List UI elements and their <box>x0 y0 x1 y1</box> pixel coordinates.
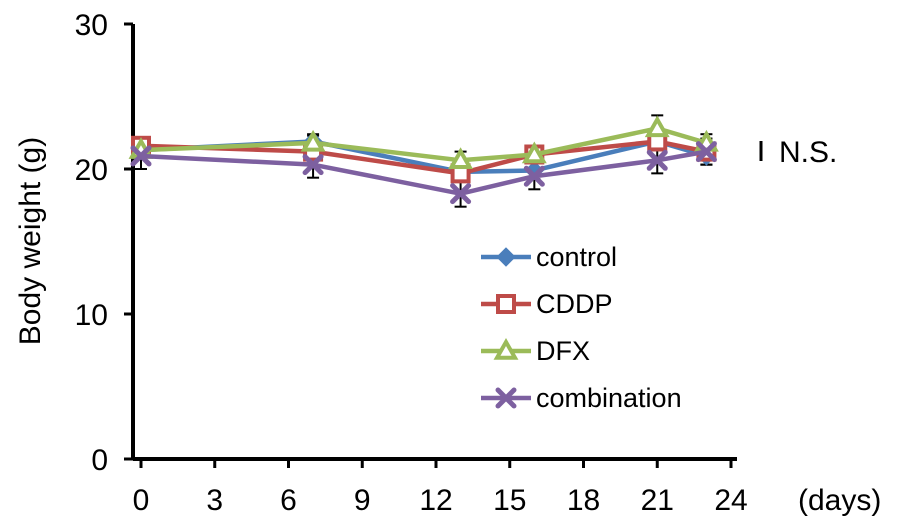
x-marker-stroke <box>523 165 545 187</box>
legend-label: DFX <box>536 336 590 366</box>
ns-annotation: N.S. <box>759 136 837 169</box>
x-ticks: 0 3 6 9 12 15 18 21 24 <box>133 459 748 517</box>
y-tick-label: 0 <box>91 444 108 477</box>
x-tick-label: 24 <box>714 484 747 517</box>
data-point <box>695 141 717 163</box>
series-combination <box>130 141 717 205</box>
legend-marker <box>496 247 516 267</box>
data-point <box>644 115 670 138</box>
x-tick-label: 18 <box>567 484 600 517</box>
series-dfx <box>128 115 719 170</box>
x-tick-label: 9 <box>354 484 371 517</box>
y-axis-label: Body weight (g) <box>14 137 47 345</box>
legend-marker <box>495 387 517 409</box>
x-tick-label: 15 <box>493 484 526 517</box>
y-tick-label: 10 <box>75 299 108 332</box>
data-point <box>523 165 545 187</box>
y-ticks: 0 10 20 30 <box>75 9 133 477</box>
legend: control CDDP DFX combination <box>481 242 682 413</box>
series-layer <box>128 115 719 205</box>
x-axis-label: (days) <box>798 484 881 517</box>
data-point <box>450 183 472 205</box>
x-marker-stroke <box>302 154 324 176</box>
data-point <box>521 141 547 164</box>
legend-item: combination <box>481 383 682 413</box>
data-point <box>130 145 152 167</box>
data-point <box>448 147 474 170</box>
legend-item: DFX <box>481 336 590 366</box>
legend-item: CDDP <box>481 289 613 319</box>
x-marker-stroke <box>450 183 472 205</box>
series-line <box>140 149 707 196</box>
x-tick-label: 21 <box>641 484 674 517</box>
x-marker-stroke <box>130 145 152 167</box>
ns-label: N.S. <box>779 136 837 169</box>
x-marker-stroke <box>695 141 717 163</box>
data-point <box>302 154 324 176</box>
x-tick-label: 6 <box>280 484 297 517</box>
y-tick-label: 30 <box>75 9 108 42</box>
legend-label: combination <box>536 383 682 413</box>
legend-marker <box>493 337 519 360</box>
x-tick-label: 12 <box>419 484 452 517</box>
data-point <box>646 149 668 171</box>
x-marker-stroke <box>646 149 668 171</box>
x-marker-stroke <box>495 387 517 409</box>
data-point <box>300 129 326 152</box>
y-tick-label: 20 <box>75 154 108 187</box>
legend-marker <box>496 294 516 314</box>
legend-item: control <box>481 242 617 272</box>
x-tick-label: 0 <box>133 484 150 517</box>
legend-label: control <box>536 242 617 272</box>
x-tick-label: 3 <box>206 484 223 517</box>
legend-label: CDDP <box>536 289 613 319</box>
